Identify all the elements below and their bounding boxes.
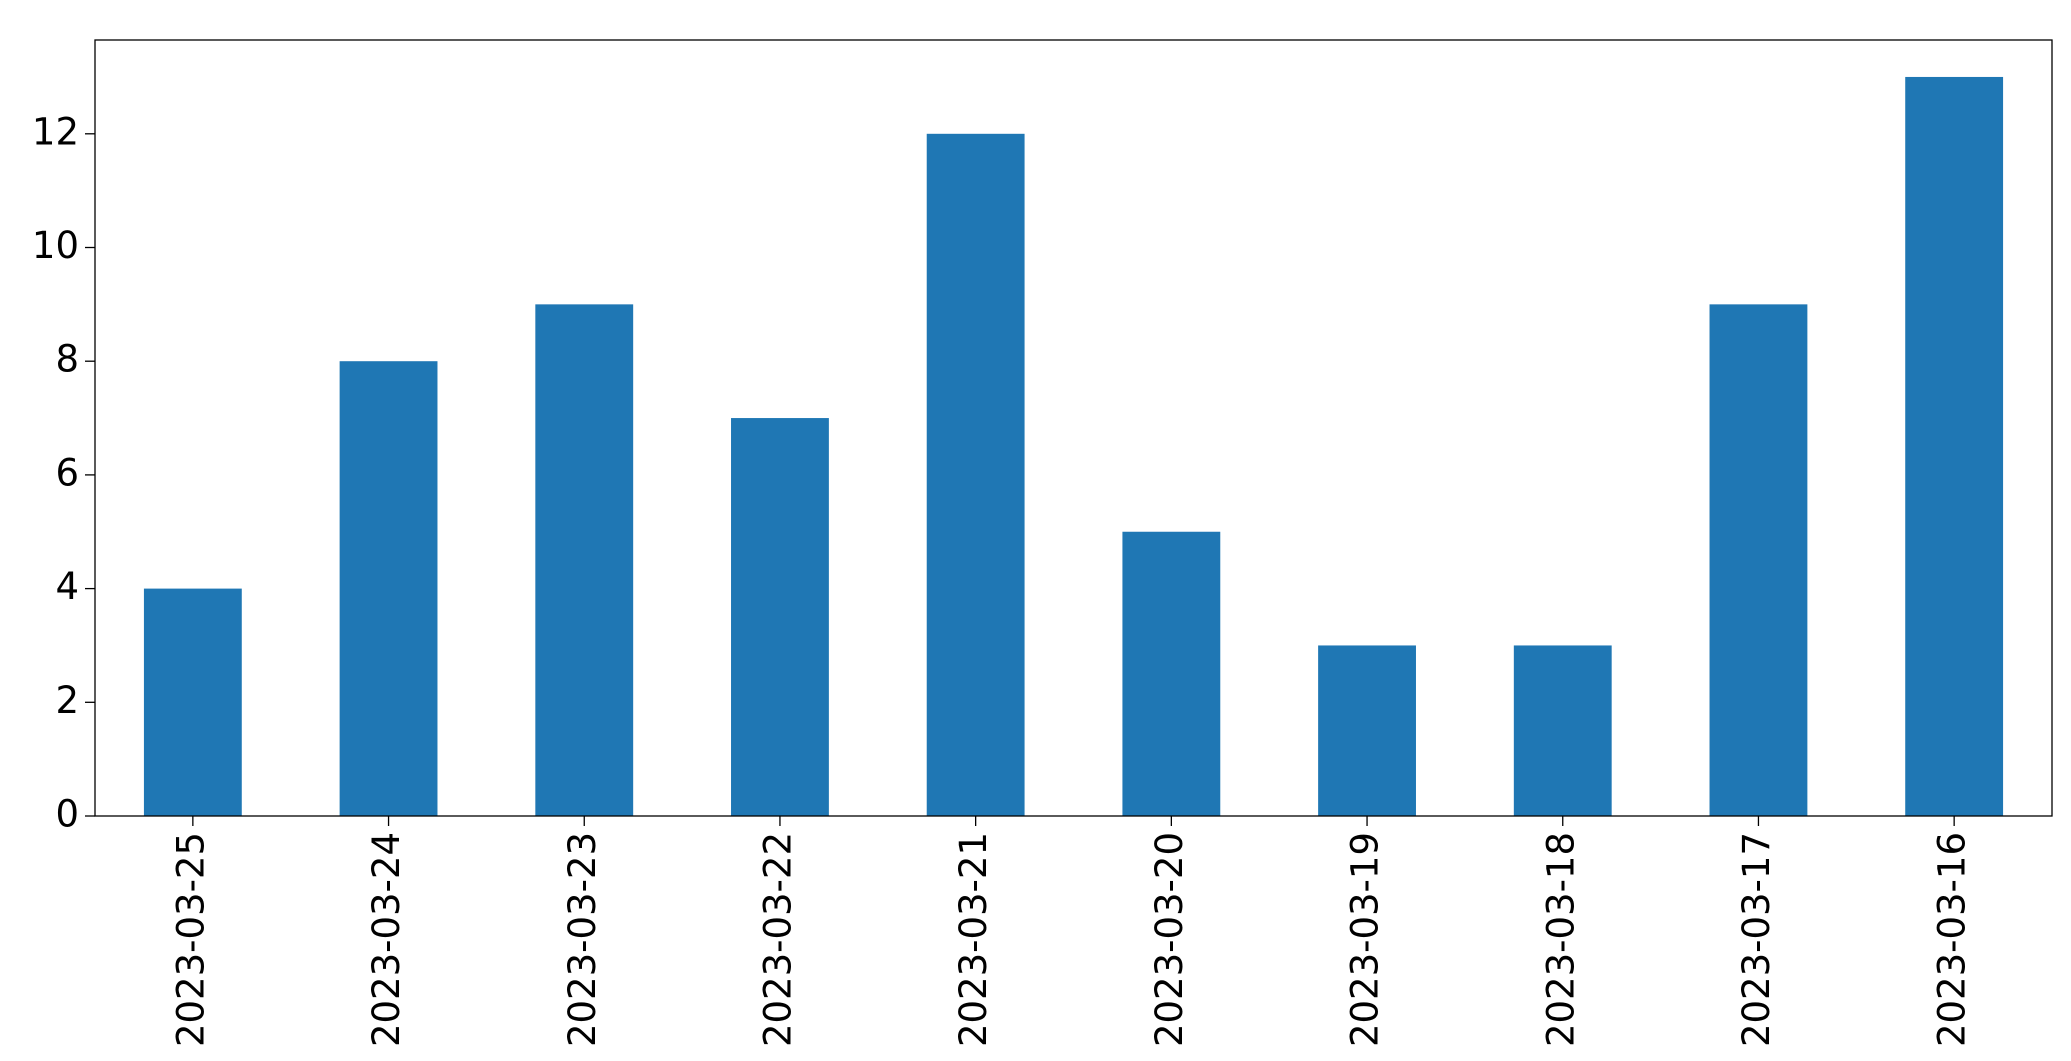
bar: [1122, 531, 1221, 816]
bar: [1318, 645, 1416, 816]
bar: [731, 418, 829, 816]
bar: [535, 304, 634, 816]
bar: [1513, 645, 1612, 816]
x-tick-label: 2023-03-25: [169, 832, 212, 1047]
y-tick-label: 10: [32, 224, 79, 267]
x-tick-label: 2023-03-18: [1539, 832, 1582, 1047]
y-tick-label: 8: [55, 338, 79, 381]
bar: [143, 588, 242, 816]
bar: [1709, 304, 1808, 816]
x-tick-label: 2023-03-19: [1344, 832, 1387, 1047]
y-tick-label: 6: [55, 451, 79, 494]
y-tick-label: 4: [55, 565, 79, 608]
bar: [339, 361, 438, 816]
y-tick-label: 0: [55, 793, 79, 836]
x-tick-label: 2023-03-16: [1931, 832, 1974, 1047]
plot-frame: [94, 39, 2053, 817]
x-tick-label: 2023-03-22: [756, 832, 799, 1047]
x-tick-label: 2023-03-21: [952, 832, 995, 1047]
y-tick-label: 12: [32, 110, 79, 153]
x-tick-label: 2023-03-24: [365, 832, 408, 1047]
x-tick-label: 2023-03-20: [1148, 832, 1191, 1047]
x-tick-label: 2023-03-23: [561, 832, 604, 1047]
bar: [926, 133, 1025, 817]
y-tick-label: 2: [55, 679, 79, 722]
bar: [1905, 76, 2004, 816]
x-tick-label: 2023-03-17: [1735, 832, 1778, 1047]
